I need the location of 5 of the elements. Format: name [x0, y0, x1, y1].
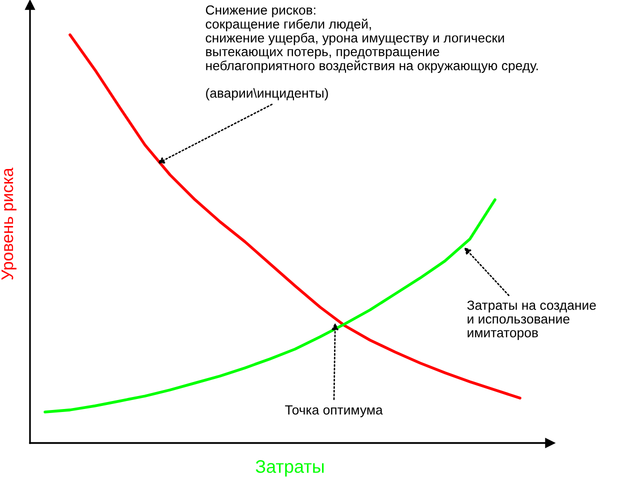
annotation: Точка оптимума	[285, 405, 383, 418]
annotation: Снижение рисков: сокращение гибели людей, снижение ущерба, урона имуществу и логически вытекающих потерь, предотвращение неблагоприятного воздействия на окружающую среду. (аварии\инциденты)	[206, 5, 538, 100]
annotation: Затраты на создание и использование имитаторов	[467, 300, 596, 340]
y-axis-title: Уровень риска	[2, 168, 16, 280]
x-axis-title: Затраты	[256, 460, 324, 476]
